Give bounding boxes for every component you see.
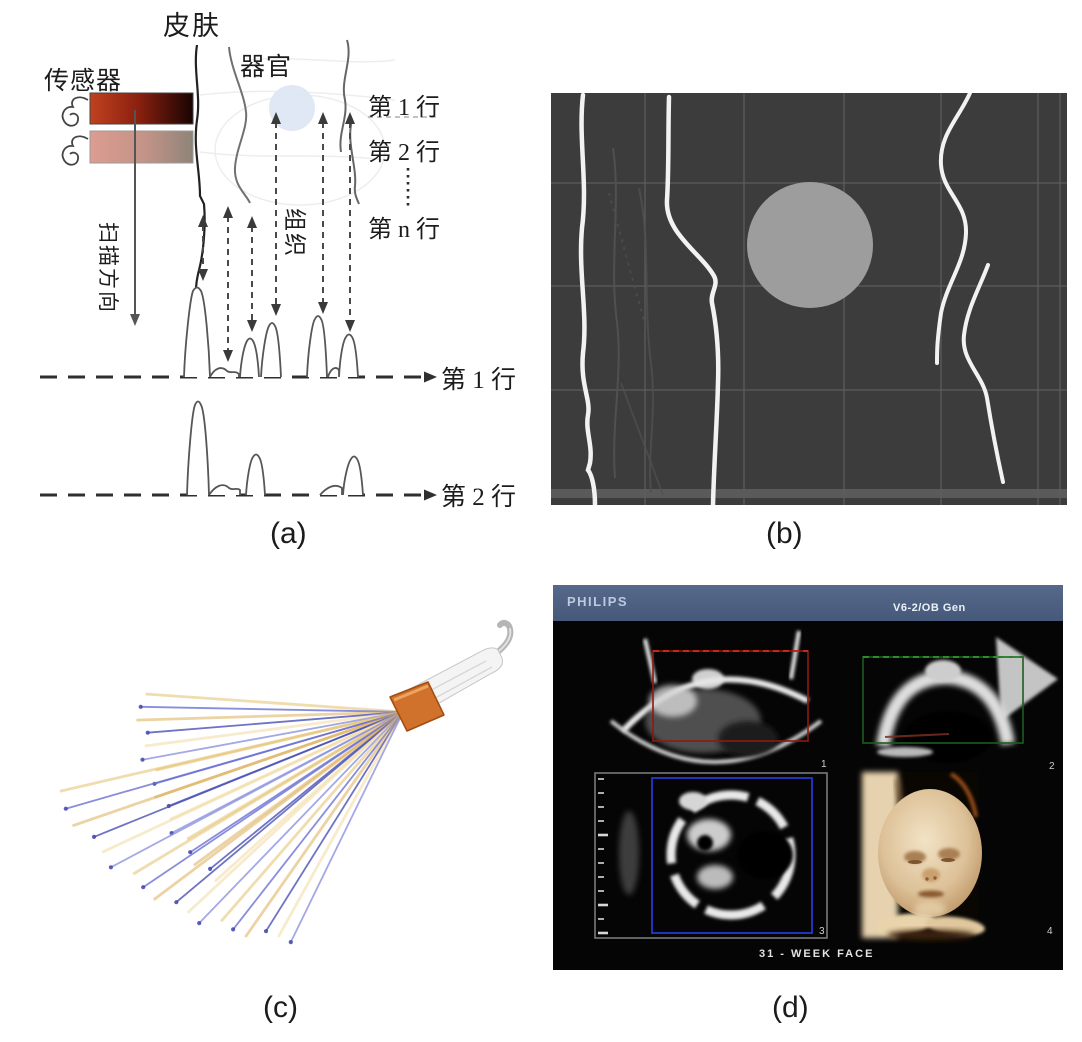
tissue-boundary-2 [349, 119, 360, 205]
bottom-strip [551, 489, 1067, 498]
transducer [61, 92, 194, 166]
panel-a-diagram [40, 39, 437, 501]
philips-logo: PHILIPS [567, 594, 629, 609]
annotation-week-face: 31 - WEEK FACE [759, 948, 874, 960]
tissue-boundary-1 [339, 39, 350, 153]
roi-red [652, 650, 809, 742]
quadrant-number-3: 3 [819, 926, 825, 937]
quad-view: 1 2 [553, 621, 1063, 970]
quadrant-number-1: 1 [821, 759, 827, 770]
skin-line [194, 44, 206, 291]
caption-c: (c) [263, 991, 298, 1024]
panel-b-simulation-image [551, 93, 1067, 505]
faint-scatterers [608, 147, 664, 496]
scanline-row-1 [40, 286, 437, 383]
label-skin: 皮肤 [163, 11, 221, 41]
frame-gray [594, 772, 828, 939]
label-row2-list: 第 2 行 [368, 140, 440, 166]
panel-d-ultrasound-screenshot: PHILIPS V6-2/OB Gen [553, 585, 1063, 970]
quadrant-number-4: 4 [1047, 926, 1053, 937]
transducer-preset-label: V6-2/OB Gen [893, 602, 966, 614]
machine-header-bar: PHILIPS V6-2/OB Gen [553, 585, 1063, 621]
probe-tip [389, 681, 445, 732]
inclusion-circle [747, 182, 873, 308]
label-tissue: 组织 [282, 208, 307, 258]
organ-ghost-circle [269, 85, 315, 131]
sector-wedge [996, 637, 1058, 721]
caption-a: (a) [270, 517, 307, 550]
ghost-anatomy [199, 57, 396, 206]
label-row2-axis: 第 2 行 [441, 484, 517, 511]
panel-c-3d-probe [59, 619, 514, 945]
label-row1-axis: 第 1 行 [441, 367, 517, 394]
roi-blue [651, 777, 813, 934]
caption-b: (b) [766, 517, 803, 550]
label-organ: 器官 [240, 54, 293, 81]
quadrant-3-axial: 3 [594, 772, 828, 939]
caption-d: (d) [772, 991, 809, 1024]
label-row1-list: 第 1 行 [368, 95, 440, 121]
ultrasound-probe [389, 619, 514, 732]
echo-path-arrows [198, 112, 355, 362]
quadrant-number-2: 2 [1049, 761, 1055, 772]
quadrant-4-render: 4 [862, 772, 1053, 940]
ruler-ticks [598, 778, 608, 935]
quadrant-1-sagittal: 1 [609, 630, 827, 770]
label-sensor: 传感器 [44, 68, 123, 95]
cable-squiggle-bottom [61, 135, 89, 166]
scan-fan-front [59, 710, 405, 945]
cable-squiggle-top [61, 96, 89, 127]
label-scan-direction: 扫描方向 [96, 222, 120, 314]
scanline-row-2 [40, 400, 437, 501]
grid-lines [551, 93, 1067, 505]
label-rown-list: 第 n 行 [368, 217, 440, 243]
quadrant-2-coronal: 2 [862, 637, 1058, 772]
scan-direction-arrow [130, 110, 140, 326]
organ-line [228, 46, 251, 204]
tissue-boundaries [578, 93, 1005, 505]
